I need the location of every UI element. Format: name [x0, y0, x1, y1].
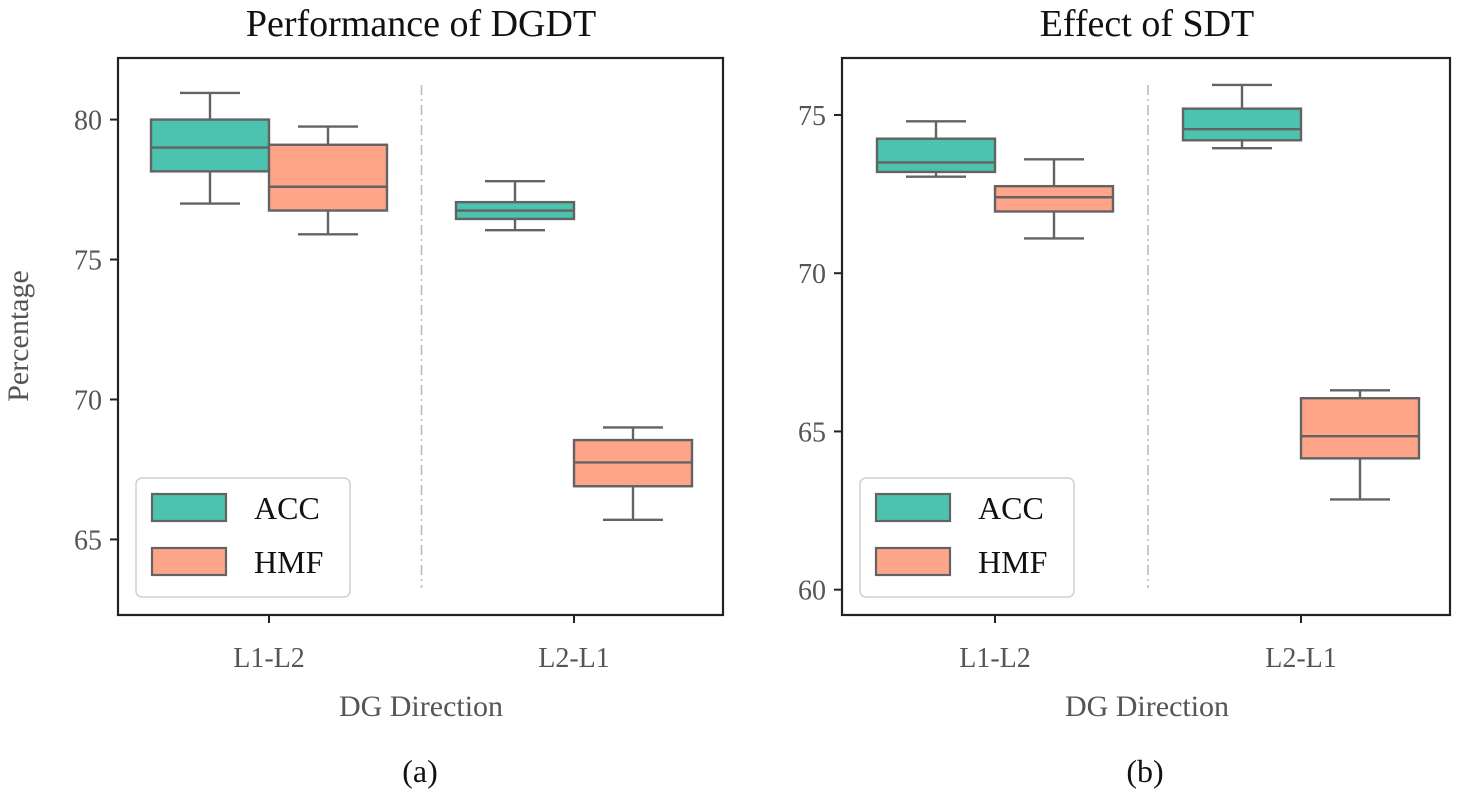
legend-label-hmf: HMF	[254, 544, 323, 580]
chart-title: Performance of DGDT	[246, 3, 596, 45]
legend-swatch-hmf	[150, 546, 228, 577]
plot-content	[149, 85, 694, 588]
x-axis-label: DG Direction	[339, 690, 503, 723]
legend-swatch-hmf	[874, 546, 952, 577]
y-tick-label: 65	[798, 417, 826, 448]
box-hmf-l1-l2	[267, 125, 389, 236]
plot-content	[875, 83, 1421, 588]
iqr-box	[875, 137, 997, 174]
box-acc-l2-l1	[1181, 83, 1303, 150]
iqr-box	[149, 118, 271, 173]
panel-a: Performance of DGDT 65 70 75 80 L1-L2 L2-L1 A…	[2, 3, 725, 789]
panel-b: Effect of SDT 60 65 70 75 L1-L2 L2-L1 ACC HMF…	[798, 3, 1452, 789]
box-acc-l2-l1	[454, 179, 576, 232]
x-axis-label: DG Direction	[1065, 690, 1229, 723]
plot-frame	[840, 56, 1452, 617]
legend-label-hmf: HMF	[978, 544, 1047, 580]
box-hmf-l2-l1	[1299, 389, 1421, 501]
legend-swatch-acc	[150, 492, 228, 523]
box-acc-l1-l2	[149, 91, 271, 205]
y-tick-label: 60	[798, 576, 826, 607]
iqr-box	[1181, 107, 1303, 142]
box-hmf-l1-l2	[993, 158, 1115, 240]
box-acc-l1-l2	[875, 120, 997, 178]
y-tick-label: 80	[74, 106, 102, 137]
legend-label-acc: ACC	[978, 490, 1044, 526]
y-axis-label: Percentage	[2, 270, 35, 402]
iqr-box	[993, 184, 1115, 213]
legend-label-acc: ACC	[254, 490, 320, 526]
y-tick-label: 75	[74, 246, 102, 277]
legend-swatch-acc	[874, 492, 952, 523]
legend: ACC HMF	[135, 477, 351, 598]
y-tick-label: 70	[74, 385, 102, 416]
legend: ACC HMF	[859, 477, 1075, 598]
y-tick-label: 75	[798, 101, 826, 132]
y-tick-label: 65	[74, 525, 102, 556]
x-tick-label: L1-L2	[959, 643, 1031, 674]
panel-label: (a)	[402, 753, 438, 789]
x-tick-label: L1-L2	[233, 643, 305, 674]
x-tick-label: L2-L1	[1265, 643, 1337, 674]
iqr-box	[267, 143, 389, 212]
axis-ticks: 60 65 70 75 L1-L2 L2-L1	[798, 101, 1337, 674]
x-tick-label: L2-L1	[538, 643, 610, 674]
box-hmf-l2-l1	[572, 426, 694, 522]
plot-frame	[116, 56, 725, 617]
chart-title: Effect of SDT	[1040, 3, 1255, 45]
y-tick-label: 70	[798, 259, 826, 290]
panel-label: (b)	[1126, 753, 1163, 789]
axis-ticks: 65 70 75 80 L1-L2 L2-L1	[74, 106, 610, 674]
iqr-box	[1299, 397, 1421, 460]
